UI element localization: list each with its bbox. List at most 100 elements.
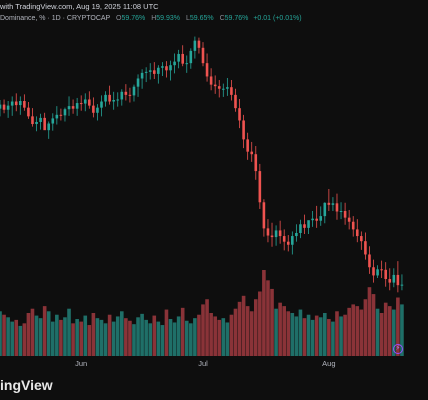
volume-bar	[184, 320, 189, 356]
volume-bar	[351, 304, 356, 356]
candle-body	[75, 103, 79, 109]
candle-body	[132, 86, 136, 96]
volume-bar	[253, 299, 258, 356]
candle-body	[282, 236, 286, 242]
candle-body	[327, 202, 331, 205]
volume-bar	[217, 319, 222, 356]
candle-body	[351, 221, 355, 230]
candle-body	[6, 105, 10, 110]
volume-bar	[132, 324, 136, 356]
volume-bar	[318, 317, 323, 356]
candle-body	[27, 107, 30, 117]
volume-bar	[205, 299, 209, 356]
candle-body	[108, 94, 111, 102]
candle-body	[286, 241, 290, 245]
ohlc-open-label: O	[116, 15, 122, 22]
volume-bar	[87, 325, 92, 356]
candle-body	[189, 50, 193, 64]
candle-body	[274, 230, 278, 238]
x-axis-tick-label: Jun	[75, 359, 87, 368]
volume-bar	[335, 311, 339, 356]
volume-bar	[115, 316, 120, 356]
candle-body	[250, 151, 254, 155]
volume-bar	[355, 306, 360, 356]
volume-bar	[314, 315, 319, 356]
candle-body	[360, 236, 363, 242]
ohlc-high-label: H	[151, 15, 157, 22]
candle-body	[63, 109, 67, 116]
candle-body	[278, 230, 282, 237]
candle-body	[185, 63, 189, 65]
volume-bar	[168, 319, 173, 356]
candle-body	[396, 274, 400, 286]
candle-body	[299, 224, 302, 233]
candle-body	[197, 40, 201, 48]
candle-body	[136, 78, 140, 87]
candle-body	[384, 269, 387, 280]
candle-body	[71, 106, 75, 109]
volume-bar	[294, 316, 299, 356]
volume-bar	[343, 314, 347, 356]
volume-bar	[50, 321, 55, 356]
candle-body	[339, 210, 343, 212]
volume-bar	[331, 321, 335, 356]
volume-bar	[371, 294, 376, 356]
volume-bar	[383, 302, 388, 356]
candle-body	[372, 267, 375, 276]
candle-body	[112, 99, 115, 102]
candle-body	[148, 70, 152, 72]
volume-bar	[290, 313, 295, 356]
candlestick-chart[interactable]: Jun Jul Aug	[0, 0, 428, 371]
volume-bar	[241, 295, 246, 356]
candle-body	[55, 114, 59, 119]
published-caption: with TradingView.com, Aug 19, 2025 11:08…	[0, 2, 159, 11]
candle-body	[388, 279, 392, 283]
volume-bar	[124, 318, 128, 356]
volume-bar	[136, 317, 140, 356]
volume-bar	[286, 311, 291, 356]
volume-bar	[400, 304, 404, 356]
candle-body	[43, 117, 46, 131]
volume-bar	[0, 311, 2, 356]
candle-body	[262, 202, 266, 229]
candle-body	[230, 87, 233, 95]
volume-bar	[209, 313, 213, 356]
candle-body	[161, 66, 164, 68]
candle-body	[104, 94, 107, 102]
candle-body	[226, 87, 229, 89]
candle-body	[181, 53, 184, 64]
volume-bar	[75, 319, 79, 356]
volume-bar	[107, 314, 112, 356]
volume-bar	[71, 323, 75, 356]
candle-body	[307, 220, 310, 228]
volume-bar	[18, 325, 23, 356]
volume-bar	[339, 316, 343, 356]
x-axis-tick-label: Jul	[198, 359, 208, 368]
volume-bar	[327, 319, 331, 356]
volume-bar	[111, 321, 116, 356]
volume-bar	[83, 315, 88, 356]
volume-bar	[156, 321, 161, 356]
candle-body	[100, 101, 103, 108]
volume-bar	[128, 320, 132, 356]
candle-body	[347, 217, 351, 222]
candle-body	[51, 118, 55, 124]
volume-bar	[237, 301, 242, 356]
volume-bar	[221, 318, 226, 356]
candle-body	[234, 94, 237, 109]
volume-bar	[266, 280, 270, 356]
candle-body	[79, 103, 83, 105]
candle-body	[246, 139, 249, 152]
candle-body	[400, 284, 404, 286]
volume-bar	[59, 319, 63, 356]
ohlc-change-value: +0.01 (+0.01%)	[253, 15, 302, 22]
volume-bar	[347, 307, 351, 356]
ohlc-low-value: 59.65%	[189, 15, 214, 22]
lightning-icon[interactable]: ⚡	[393, 344, 403, 354]
candle-body	[14, 101, 18, 106]
volume-bar	[229, 314, 234, 356]
volume-bar	[392, 309, 396, 356]
candle-body	[238, 108, 241, 121]
volume-bar	[379, 313, 384, 356]
candle-body	[39, 117, 42, 122]
